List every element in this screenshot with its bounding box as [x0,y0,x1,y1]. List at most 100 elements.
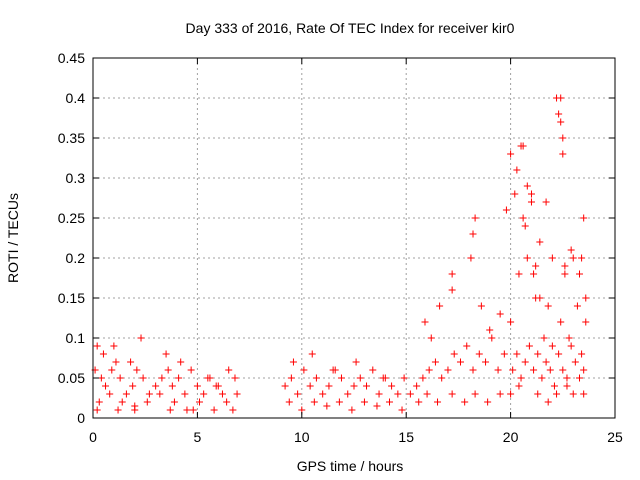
data-point [523,182,531,190]
data-point [385,398,393,406]
x-tick-label: 0 [89,429,97,445]
data-points [91,94,590,414]
data-point [319,390,327,398]
data-point [573,302,581,310]
data-point [421,318,429,326]
data-point [129,382,137,390]
data-point [369,366,377,374]
axis-ticks: 0 5 10 15 20 25 0 0.05 0.1 0.15 0.2 0.25 0.3 0.35 0.4 0… [58,50,623,445]
data-point [335,398,343,406]
data-point [152,382,160,390]
data-point [289,358,297,366]
data-point [578,350,586,358]
y-tick-label: 0.15 [58,290,85,306]
data-point [461,398,469,406]
data-point [469,366,477,374]
data-point [145,390,153,398]
data-point [181,390,189,398]
data-point [225,366,233,374]
data-point [139,374,147,382]
data-point [523,254,531,262]
data-point [509,366,517,374]
data-point [436,302,444,310]
data-point [563,382,571,390]
data-point [177,358,185,366]
data-point [431,358,439,366]
data-point [214,382,222,390]
data-point [561,270,569,278]
data-point [502,206,510,214]
data-point [187,366,195,374]
x-tick-label: 20 [503,429,519,445]
data-point [511,190,519,198]
data-point [108,366,116,374]
data-point [131,402,139,410]
y-tick-label: 0.25 [58,210,85,226]
data-point [515,270,523,278]
data-point [578,254,586,262]
data-point [563,374,571,382]
data-point [114,406,122,414]
data-point [285,398,293,406]
data-point [419,374,427,382]
data-point [565,334,573,342]
data-point [559,366,567,374]
data-point [536,238,544,246]
data-point [444,366,452,374]
data-point [112,358,120,366]
data-point [555,350,563,358]
data-point [571,358,579,366]
data-point [394,390,402,398]
data-point [471,390,479,398]
data-point [513,350,521,358]
data-point [482,358,490,366]
x-axis-label: GPS time / hours [297,458,404,474]
data-point [170,398,178,406]
data-point [538,374,546,382]
data-point [557,94,565,102]
data-point [456,358,464,366]
data-point [118,398,126,406]
data-point [507,150,515,158]
plot-frame [92,57,616,419]
data-point [438,374,446,382]
data-point [406,390,414,398]
y-tick-label: 0.45 [58,50,85,66]
data-point [162,350,170,358]
data-point [434,398,442,406]
data-point [350,382,358,390]
data-point [582,318,590,326]
data-point [423,390,431,398]
data-point [337,374,345,382]
data-point [517,374,525,382]
x-tick-label: 25 [607,429,623,445]
data-point [95,398,103,406]
data-point [519,214,527,222]
data-point [569,254,577,262]
data-point [233,390,241,398]
data-point [375,390,383,398]
y-tick-label: 0.3 [66,170,86,186]
data-point [127,358,135,366]
data-point [542,198,550,206]
data-point [532,262,540,270]
data-point [175,374,183,382]
data-point [164,366,172,374]
data-point [567,342,575,350]
data-point [561,262,569,270]
data-point [281,382,289,390]
data-point [388,382,396,390]
data-point [218,390,226,398]
data-point [158,374,166,382]
data-point [546,366,554,374]
data-point [525,342,533,350]
x-tick-label: 10 [294,429,310,445]
data-point [195,398,203,406]
data-point [348,406,356,414]
data-point [544,302,552,310]
data-point [548,254,556,262]
data-point [156,390,164,398]
data-point [427,334,435,342]
data-point [450,350,458,358]
